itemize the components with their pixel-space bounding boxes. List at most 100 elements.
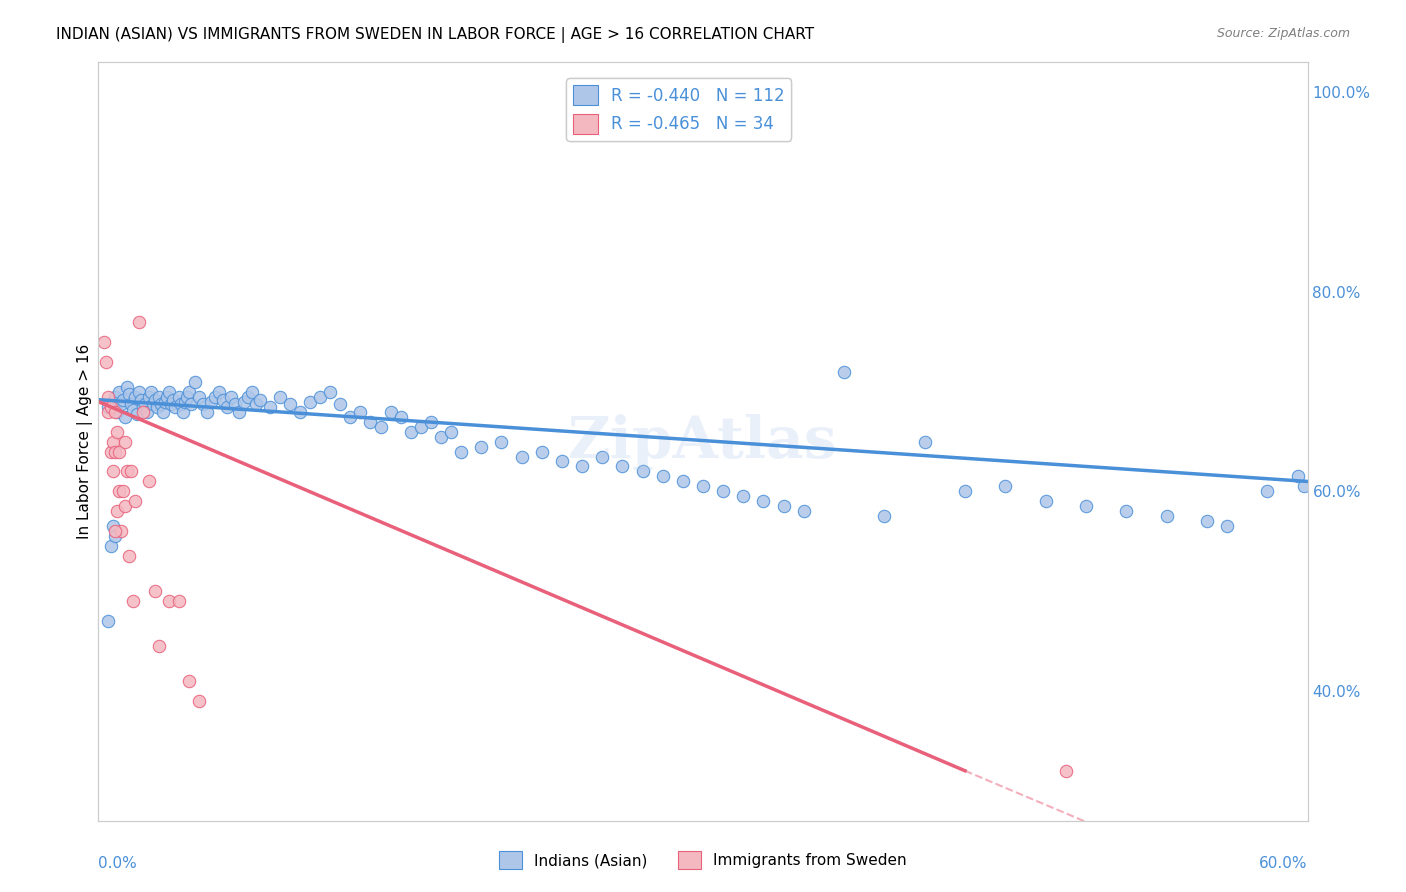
Point — [591, 450, 613, 464]
Point — [160, 396, 183, 410]
Point — [399, 425, 422, 439]
Point — [733, 490, 755, 504]
Point — [360, 415, 382, 429]
Point — [170, 396, 193, 410]
Point — [142, 396, 165, 410]
Point — [101, 519, 124, 533]
Point — [101, 394, 124, 409]
Point — [96, 355, 118, 369]
Point — [672, 475, 695, 489]
Point — [409, 419, 432, 434]
Point — [134, 396, 156, 410]
Point — [420, 415, 443, 429]
Point — [692, 479, 714, 493]
Point — [1074, 500, 1097, 514]
Point — [103, 404, 125, 418]
Point — [180, 396, 202, 410]
Point — [121, 594, 143, 608]
Point — [128, 315, 150, 329]
Text: ZipAtlas: ZipAtlas — [568, 414, 838, 469]
Legend: R = -0.440   N = 112, R = -0.465   N = 34: R = -0.440 N = 112, R = -0.465 N = 34 — [567, 78, 792, 141]
Point — [1216, 519, 1239, 533]
Point — [111, 392, 134, 407]
Point — [193, 396, 215, 410]
Point — [450, 444, 472, 458]
Point — [124, 390, 146, 404]
Point — [1115, 504, 1137, 518]
Point — [143, 584, 166, 599]
Point — [103, 529, 125, 543]
Point — [221, 390, 243, 404]
Point — [188, 694, 211, 708]
Point — [232, 394, 254, 409]
Point — [157, 594, 180, 608]
Point — [470, 440, 492, 454]
Point — [208, 384, 231, 399]
Point — [179, 384, 201, 399]
Point — [204, 390, 226, 404]
Point — [100, 444, 122, 458]
Point — [793, 504, 815, 518]
Point — [125, 407, 148, 421]
Point — [138, 475, 160, 489]
Point — [510, 450, 533, 464]
Point — [245, 396, 267, 410]
Point — [571, 459, 593, 474]
Point — [772, 500, 794, 514]
Point — [114, 500, 136, 514]
Point — [994, 479, 1017, 493]
Point — [132, 400, 155, 414]
Point — [339, 409, 361, 424]
Point — [128, 384, 150, 399]
Point — [120, 465, 142, 479]
Point — [93, 334, 115, 349]
Point — [249, 392, 271, 407]
Point — [1035, 494, 1057, 508]
Point — [329, 396, 352, 410]
Point — [103, 524, 125, 539]
Point — [111, 484, 134, 499]
Point — [120, 396, 142, 410]
Point — [115, 465, 138, 479]
Point — [953, 484, 976, 499]
Point — [163, 400, 186, 414]
Point — [152, 404, 174, 418]
Text: INDIAN (ASIAN) VS IMMIGRANTS FROM SWEDEN IN LABOR FORCE | AGE > 16 CORRELATION C: INDIAN (ASIAN) VS IMMIGRANTS FROM SWEDEN… — [56, 27, 814, 43]
Point — [138, 390, 160, 404]
Point — [309, 390, 332, 404]
Point — [176, 390, 198, 404]
Point — [612, 459, 634, 474]
Point — [148, 390, 170, 404]
Point — [914, 434, 936, 449]
Point — [107, 444, 129, 458]
Point — [212, 392, 235, 407]
Point — [103, 390, 125, 404]
Point — [167, 390, 190, 404]
Point — [139, 384, 162, 399]
Point — [107, 484, 129, 499]
Point — [146, 400, 169, 414]
Point — [1054, 764, 1077, 778]
Point — [380, 404, 402, 418]
Point — [118, 386, 141, 401]
Point — [259, 400, 281, 414]
Legend: Indians (Asian), Immigrants from Sweden: Indians (Asian), Immigrants from Sweden — [494, 845, 912, 875]
Point — [149, 396, 172, 410]
Point — [105, 504, 128, 518]
Point — [832, 365, 855, 379]
Point — [530, 444, 553, 458]
Point — [153, 394, 176, 409]
Point — [217, 400, 239, 414]
Text: 0.0%: 0.0% — [98, 855, 138, 871]
Point — [711, 484, 734, 499]
Point — [121, 402, 143, 417]
Point — [101, 434, 124, 449]
Point — [288, 404, 311, 418]
Point — [115, 379, 138, 393]
Point — [370, 419, 392, 434]
Point — [97, 404, 120, 418]
Point — [103, 444, 125, 458]
Point — [156, 390, 179, 404]
Point — [184, 375, 207, 389]
Point — [110, 396, 132, 410]
